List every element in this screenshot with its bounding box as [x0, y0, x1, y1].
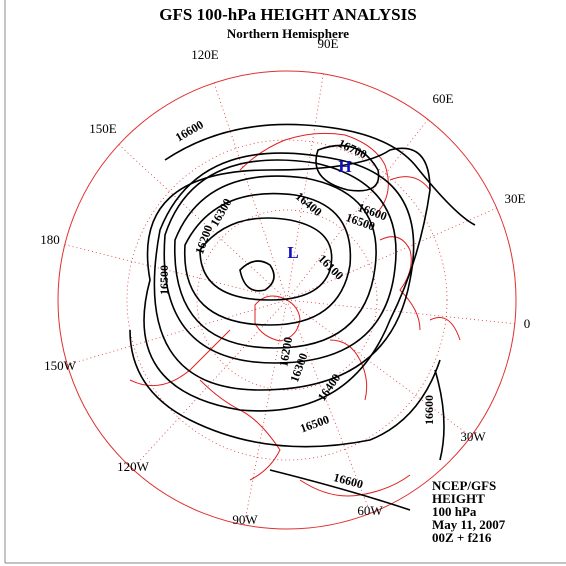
subtitle: Northern Hemisphere	[227, 26, 349, 41]
meridian	[286, 73, 324, 301]
latitude-circle	[126, 139, 448, 461]
meridian	[243, 299, 288, 526]
longitude-label: 120E	[191, 47, 219, 62]
contour-line	[143, 147, 431, 412]
map-boundary	[57, 70, 517, 530]
contour-label: 16600	[422, 395, 436, 425]
longitude-label: 150E	[89, 121, 117, 136]
meridian	[118, 144, 288, 301]
meridian	[213, 82, 288, 301]
contour-line	[174, 175, 377, 349]
longitude-label: 180	[40, 232, 60, 247]
coastline	[254, 295, 301, 342]
coastlines	[129, 132, 461, 497]
high-marker: H	[338, 157, 351, 176]
coastline	[329, 236, 421, 401]
longitude-label: 90W	[232, 512, 258, 527]
coastline	[299, 317, 461, 497]
meridian	[67, 299, 288, 366]
longitude-label: 90E	[318, 36, 339, 51]
contour-line	[315, 144, 380, 192]
contour-line	[129, 123, 476, 448]
contour-label: 16400	[293, 189, 325, 219]
longitude-label: 0	[524, 316, 531, 331]
title: GFS 100-hPa HEIGHT ANALYSIS	[159, 5, 416, 24]
longitude-label: 120W	[117, 459, 150, 474]
info-line: 100 hPa	[432, 504, 477, 519]
contour-label: 16500	[298, 412, 331, 435]
contour-line	[183, 192, 352, 326]
contour-line	[199, 217, 333, 301]
contour-line	[239, 260, 275, 292]
contour-line	[269, 369, 445, 511]
contour-label: 16500	[157, 265, 171, 295]
latitude-circles	[126, 139, 448, 461]
info-line: NCEP/GFS	[432, 478, 496, 493]
longitude-label: 150W	[44, 358, 77, 373]
longitude-label: 30W	[460, 429, 486, 444]
contour-label: 16200	[276, 336, 295, 368]
longitude-label: 30E	[505, 191, 526, 206]
info-line: 00Z + f216	[432, 530, 492, 545]
longitude-label: 60W	[357, 503, 383, 518]
info-line: HEIGHT	[432, 491, 485, 506]
contour-line	[153, 152, 415, 391]
low-marker: L	[287, 243, 298, 262]
contour-line	[163, 159, 397, 364]
latitude-circle	[196, 209, 378, 391]
longitude-label: 60E	[433, 91, 454, 106]
contours	[129, 123, 476, 511]
info-line: May 11, 2007	[432, 517, 506, 532]
contour-label: 16100	[315, 252, 346, 283]
